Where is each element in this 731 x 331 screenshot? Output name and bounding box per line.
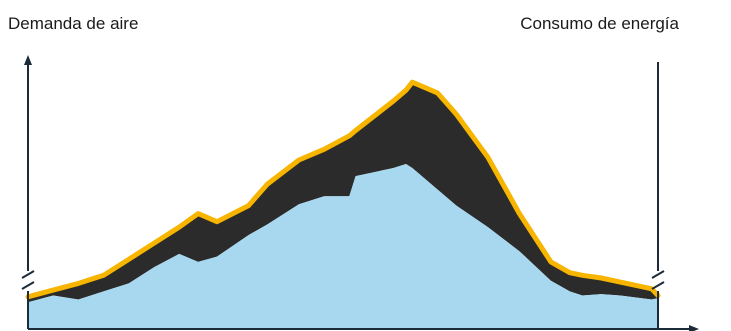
energy-gap-area [28,82,658,303]
air-demand-area [28,164,658,329]
y-left-axis-label: Demanda de aire [8,14,139,33]
energy-consumption-line [25,79,661,300]
y-left-axis-arrow [24,55,32,65]
x-axis-arrow [689,325,699,331]
y-right-axis-break-mark-upper [651,270,665,279]
y-right-axis-break-mark-lower [651,281,665,290]
y-left-axis-break-mark-lower [21,281,35,290]
y-right-axis-label: Consumo de energía [520,14,679,33]
y-left-axis-break-mark-upper [21,270,35,279]
